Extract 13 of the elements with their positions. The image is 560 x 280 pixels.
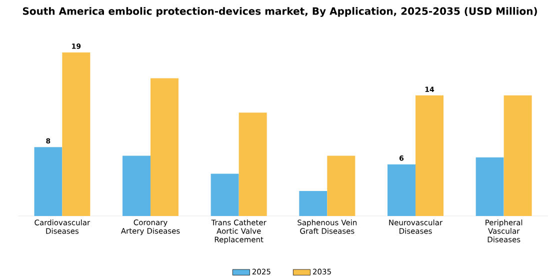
bar — [150, 78, 179, 216]
bar — [327, 156, 356, 216]
bar — [34, 147, 62, 216]
bar — [238, 112, 267, 216]
bar — [62, 52, 90, 216]
bar — [416, 95, 444, 216]
bar — [504, 95, 532, 216]
bar — [387, 164, 416, 216]
bar — [122, 156, 151, 216]
bar — [476, 157, 504, 216]
bar — [210, 174, 239, 216]
chart-title: South America embolic protection-devices market, By Application, 2025-2035 (USD Million) — [22, 7, 537, 17]
bar — [299, 191, 328, 216]
